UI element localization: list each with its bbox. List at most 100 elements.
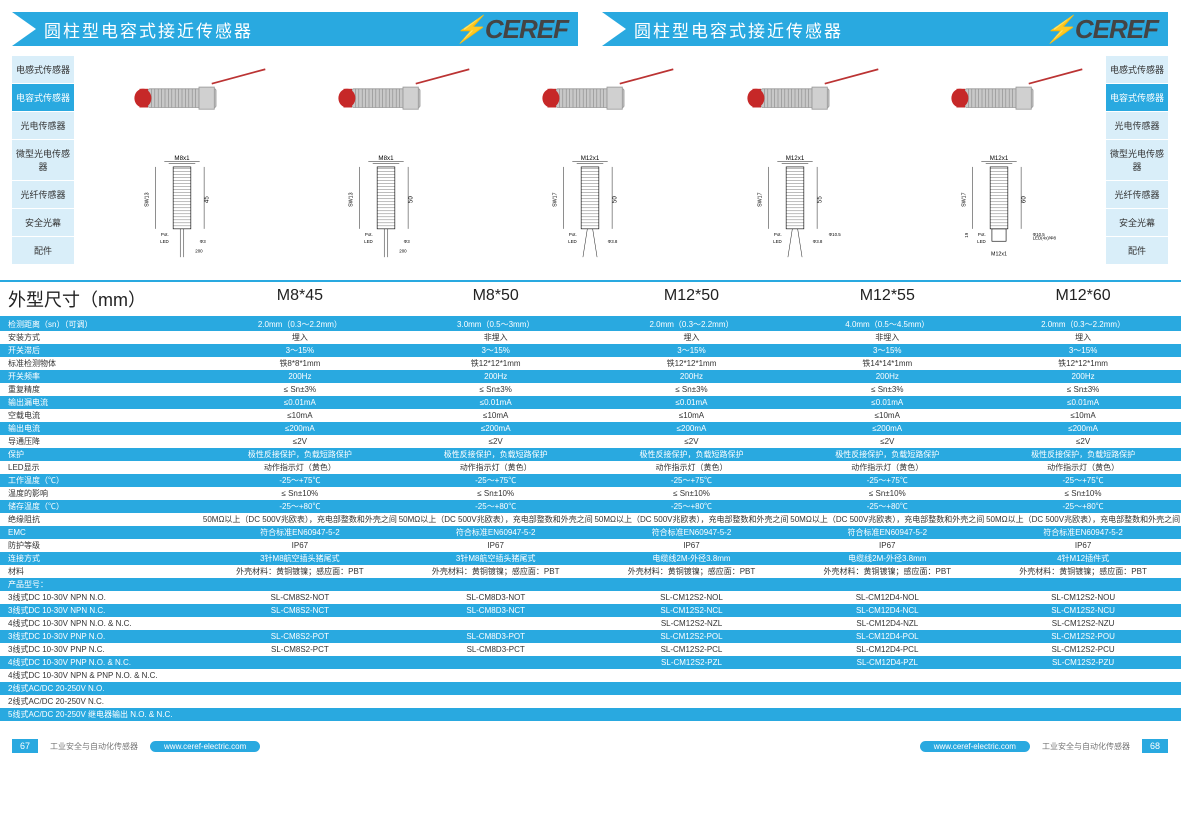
spec-value: 符合标准EN60947-5-2 [789, 526, 985, 539]
spec-value: ≤ Sn±10% [202, 487, 398, 500]
svg-text:SW17: SW17 [757, 192, 763, 206]
spec-value [202, 578, 398, 591]
sidebar-item[interactable]: 微型光电传感器 [12, 140, 74, 181]
spec-value: 200Hz [789, 370, 985, 383]
spec-value: ≤200mA [985, 422, 1181, 435]
page-title: 圆柱型电容式接近传感器 [44, 17, 253, 42]
spec-value: 动作指示灯（黄色） [789, 461, 985, 474]
sidebar-item[interactable]: 电容式传感器 [1106, 84, 1168, 112]
spec-row: 检测距离（sn）（可调）2.0mm（0.3～2.2mm）3.0mm（0.5～3m… [0, 318, 1181, 331]
spec-label: 3线式DC 10-30V NPN N.C. [0, 604, 202, 617]
spec-value: SL-CM12S2-NCL [594, 604, 790, 617]
spec-row: 温度的影响≤ Sn±10%≤ Sn±10%≤ Sn±10%≤ Sn±10%≤ S… [0, 487, 1181, 500]
spec-label: 输出漏电流 [0, 396, 202, 409]
sidebar-item[interactable]: 光电传感器 [1106, 112, 1168, 140]
spec-value: -25～+75℃ [789, 474, 985, 487]
spec-value: ≤2V [202, 435, 398, 448]
spec-value: 2.0mm（0.3～2.2mm） [202, 318, 398, 331]
spec-value: 3～15% [594, 344, 790, 357]
spec-value: 3～15% [789, 344, 985, 357]
spec-value: ≤10mA [985, 409, 1181, 422]
section-header: 外型尺寸（mm） M8*45M8*50M12*50M12*55M12*60 [0, 280, 1181, 318]
spec-row: 3线式DC 10-30V PNP N.O.SL-CM8S2-POTSL-CM8D… [0, 630, 1181, 643]
svg-text:M12x1: M12x1 [990, 154, 1009, 161]
spec-row: 输出电流≤200mA≤200mA≤200mA≤200mA≤200mA [0, 422, 1181, 435]
spec-value: SL-CM8D3-POT [398, 630, 594, 643]
spec-value [789, 669, 985, 682]
spec-row: 材料外壳材料：黄铜镀镍；感应面：PBT外壳材料：黄铜镀镍；感应面：PBT外壳材料… [0, 565, 1181, 578]
spec-row: 储存温度（℃）-25～+80℃-25～+80℃-25～+80℃-25～+80℃-… [0, 500, 1181, 513]
sidebar-left: 电感式传感器电容式传感器光电传感器微型光电传感器光纤传感器安全光幕配件 [12, 56, 74, 265]
sidebar-item[interactable]: 电感式传感器 [12, 56, 74, 84]
spec-value: 200Hz [594, 370, 790, 383]
sensor-photo [291, 54, 481, 144]
sidebar-item[interactable]: 电容式传感器 [12, 84, 74, 112]
spec-value: 动作指示灯（黄色） [202, 461, 398, 474]
spec-value: 3.0mm（0.5～3mm） [398, 318, 594, 331]
svg-text:M12x1: M12x1 [785, 154, 804, 161]
spec-row: 绝缘阻抗50MΩ以上（DC 500V兆欧表），充电部整数和外壳之间50MΩ以上（… [0, 513, 1181, 526]
spec-row: 开关滞后3～15%3～15%3～15%3～15%3～15% [0, 344, 1181, 357]
svg-text:M12x1: M12x1 [991, 251, 1007, 257]
product-column: M8x1 SW13 45 Pot. LED Φ3 200 [87, 54, 277, 268]
spec-value: 2.0mm（0.3～2.2mm） [985, 318, 1181, 331]
spec-value: -25～+75℃ [594, 474, 790, 487]
sidebar-item[interactable]: 配件 [12, 237, 74, 265]
sidebar-item[interactable]: 安全光幕 [1106, 209, 1168, 237]
spec-value: ≤200mA [789, 422, 985, 435]
spec-value: 极性反接保护，负载短路保护 [594, 448, 790, 461]
spec-label: 储存温度（℃） [0, 500, 202, 513]
svg-text:50: 50 [408, 195, 415, 202]
spec-value: ≤0.01mA [594, 396, 790, 409]
spec-label: 防护等级 [0, 539, 202, 552]
sidebar-item[interactable]: 配件 [1106, 237, 1168, 265]
spec-table: 检测距离（sn）（可调）2.0mm（0.3～2.2mm）3.0mm（0.5～3m… [0, 318, 1181, 721]
footer-text: 工业安全与自动化传感器 [1042, 741, 1130, 752]
model-header: M12*55 [789, 282, 985, 316]
spec-value: 50MΩ以上（DC 500V兆欧表），充电部整数和外壳之间 [202, 513, 398, 526]
spec-label: 保护 [0, 448, 202, 461]
sidebar-item[interactable]: 光纤传感器 [1106, 181, 1168, 209]
spec-value: 200Hz [202, 370, 398, 383]
spec-value [202, 682, 398, 695]
spec-value: 符合标准EN60947-5-2 [985, 526, 1181, 539]
spec-value [202, 656, 398, 669]
spec-label: LED显示 [0, 461, 202, 474]
spec-value: ≤ Sn±3% [985, 383, 1181, 396]
svg-text:SW17: SW17 [553, 192, 559, 206]
spec-value: -25～+75℃ [202, 474, 398, 487]
sidebar-item[interactable]: 安全光幕 [12, 209, 74, 237]
spec-value: SL-CM8D3-NCT [398, 604, 594, 617]
sensor-photo [495, 54, 685, 144]
spec-value: 外壳材料：黄铜镀镍；感应面：PBT [985, 565, 1181, 578]
spec-value [594, 708, 790, 721]
spec-value [202, 708, 398, 721]
svg-text:Pot.: Pot. [365, 231, 373, 236]
sidebar-item[interactable]: 光纤传感器 [12, 181, 74, 209]
svg-text:Φ3.8: Φ3.8 [608, 239, 618, 244]
spec-value: SL-CM12D4-PCL [789, 643, 985, 656]
sidebar-item[interactable]: 光电传感器 [12, 112, 74, 140]
spec-value: ≤200mA [398, 422, 594, 435]
spec-value [985, 669, 1181, 682]
sidebar-item[interactable]: 微型光电传感器 [1106, 140, 1168, 181]
spec-value: 2.0mm（0.3～2.2mm） [594, 318, 790, 331]
spec-value: SL-CM12S2-PZL [594, 656, 790, 669]
sensor-photo [87, 54, 277, 144]
spec-value: ≤ Sn±3% [202, 383, 398, 396]
spec-value: ≤10mA [594, 409, 790, 422]
spec-value [789, 695, 985, 708]
bolt-icon: ⚡ [1044, 14, 1075, 44]
spec-label: 输出电流 [0, 422, 202, 435]
svg-text:M8x1: M8x1 [379, 154, 395, 161]
svg-text:Φ3: Φ3 [200, 239, 207, 244]
sidebar-item[interactable]: 电感式传感器 [1106, 56, 1168, 84]
chevron-icon [12, 12, 36, 46]
spec-value: ≤2V [594, 435, 790, 448]
footer-url: www.ceref-electric.com [920, 741, 1030, 752]
spec-value [398, 669, 594, 682]
spec-value: -25～+75℃ [985, 474, 1181, 487]
spec-value: 电缆线2M-外径3.8mm [789, 552, 985, 565]
spec-value: 50MΩ以上（DC 500V兆欧表），充电部整数和外壳之间 [985, 513, 1181, 526]
page-number-left: 67 [12, 739, 38, 753]
